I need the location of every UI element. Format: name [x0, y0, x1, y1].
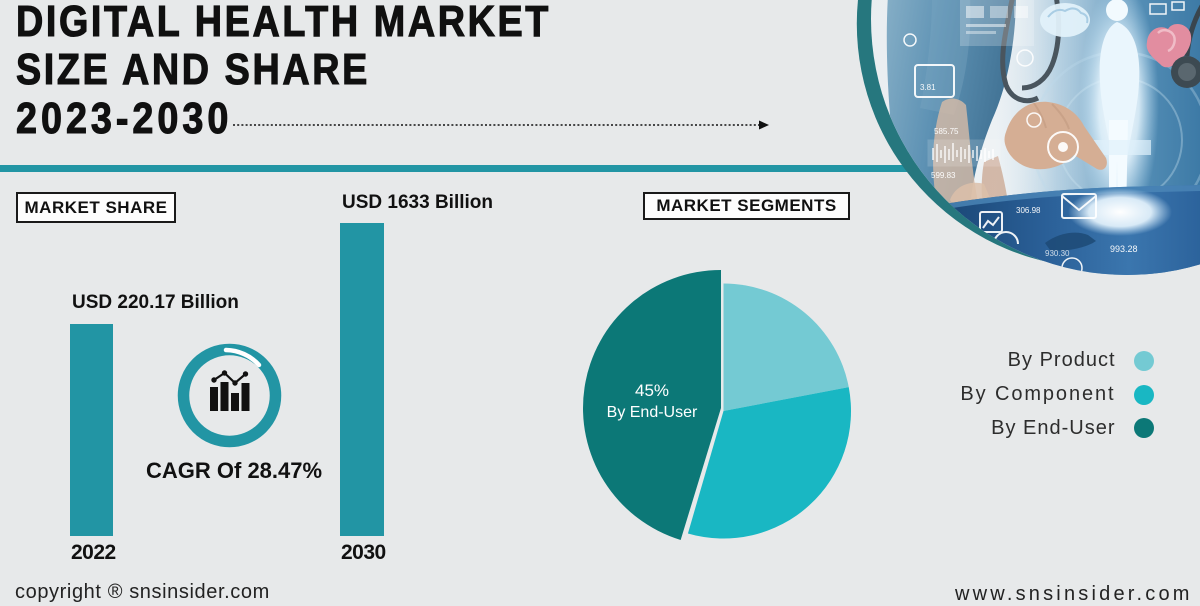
svg-text:45%: 45%: [635, 381, 669, 400]
svg-text:3.81: 3.81: [920, 83, 936, 92]
svg-text:By End-User: By End-User: [607, 404, 698, 421]
svg-text:306.98: 306.98: [1016, 206, 1041, 215]
svg-text:599.83: 599.83: [931, 171, 956, 180]
svg-text:930.30: 930.30: [1045, 249, 1070, 258]
svg-text:993.28: 993.28: [1110, 244, 1138, 254]
svg-text:585.75: 585.75: [934, 127, 959, 136]
